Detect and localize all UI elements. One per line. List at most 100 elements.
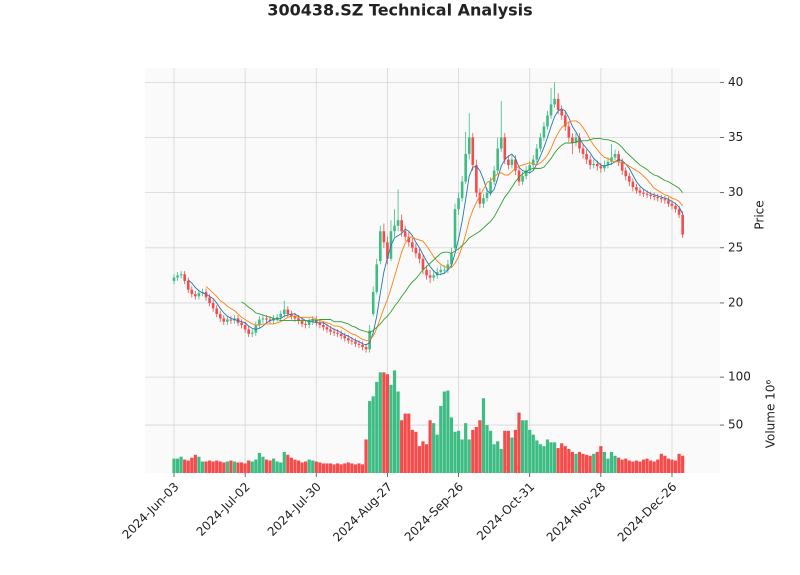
volume-bar [517,412,521,473]
candle-body [677,209,681,215]
candle-body [482,198,485,204]
volume-bar [471,429,475,473]
volume-bar [336,463,340,473]
volume-bar [549,442,553,473]
volume-bar [300,462,304,473]
candle-body [492,170,496,182]
candle-body [670,203,674,206]
candle-body [571,137,574,144]
x-tick-label: 2024-Aug-27 [330,480,395,545]
candle-body [581,148,585,155]
candle-body [539,137,542,149]
volume-bar [254,459,258,473]
candle-body [304,323,307,326]
volume-bar [200,461,205,473]
volume-bar [421,441,425,473]
candle-body [314,319,318,323]
candle-body [194,294,197,297]
candle-body [606,161,610,166]
candle-body [354,341,357,344]
volume-bar [304,461,308,473]
candle-body [297,318,300,321]
x-tick-label: 2024-Jul-30 [265,480,324,539]
candle-body [240,322,243,326]
volume-bar [588,455,592,473]
volume-bar [570,451,574,473]
candle-body [660,198,663,200]
candle-body [524,170,528,177]
volume-bar [456,430,461,473]
candle-body [642,192,645,194]
y-tick-label: 40 [728,75,743,89]
candle-body [460,181,464,199]
x-tick-label: 2024-Nov-28 [544,480,609,545]
candle-body [250,332,254,334]
volume-bar [520,420,525,473]
candle-body [229,319,233,321]
volume-bar [599,446,603,473]
volume-bar [496,441,500,473]
candle-body [268,319,272,321]
volume-bar [645,458,649,473]
candle-body [489,181,492,193]
volume-bar [371,396,375,473]
volume-bar [215,460,219,473]
volume-bar [218,461,222,473]
volume-bar [268,460,272,473]
volume-bar [666,458,671,473]
volume-bar [535,440,539,473]
volume-bar [670,459,674,473]
candle-body [592,163,596,166]
volume-bar [417,446,422,473]
candle-body [517,170,521,182]
volume-bar [503,430,507,473]
volume-bar [190,457,194,473]
volume-bar [677,453,681,473]
candle-body [282,309,286,314]
volume-bar [681,455,685,473]
candle-body [265,318,268,320]
moving-average-line [241,138,684,334]
candle-body [176,275,179,278]
candle-body [631,181,635,188]
volume-bar [314,461,318,473]
candle-body [471,137,475,166]
candle-body [218,313,222,319]
volume-tick-label: 100 [728,370,751,384]
candle-body [371,291,375,314]
candle-body [510,159,514,166]
volume-bar [531,434,535,473]
candle-body [421,258,425,270]
candle-body [179,274,183,276]
volume-bar [385,374,390,473]
candle-body [396,220,400,226]
volume-bar [627,460,631,473]
volume-bar [400,420,404,473]
candle-body [286,309,290,314]
volume-bar [211,461,215,473]
volume-bar [250,461,254,473]
volume-bar [360,464,365,473]
candle-body [649,194,652,196]
candle-body [514,159,517,171]
candle-body [453,209,457,248]
candle-body [254,325,258,333]
volume-bar [264,459,269,473]
candle-body [567,126,571,138]
candle-body [617,154,620,162]
volume-bar [449,417,454,473]
candle-body [329,329,332,332]
candle-body [620,161,624,171]
x-tick-label: 2024-Jul-02 [194,480,253,539]
volume-bar [638,461,642,473]
volume-bar [606,458,610,473]
volume-bar [243,463,247,473]
volume-bar [556,448,560,473]
candle-body [595,163,599,167]
candle-body [674,205,677,210]
volume-bar [179,456,183,473]
volume-bar [474,426,478,473]
moving-average-line [205,120,684,341]
volume-bar [656,459,660,473]
moving-average-line [187,108,684,346]
